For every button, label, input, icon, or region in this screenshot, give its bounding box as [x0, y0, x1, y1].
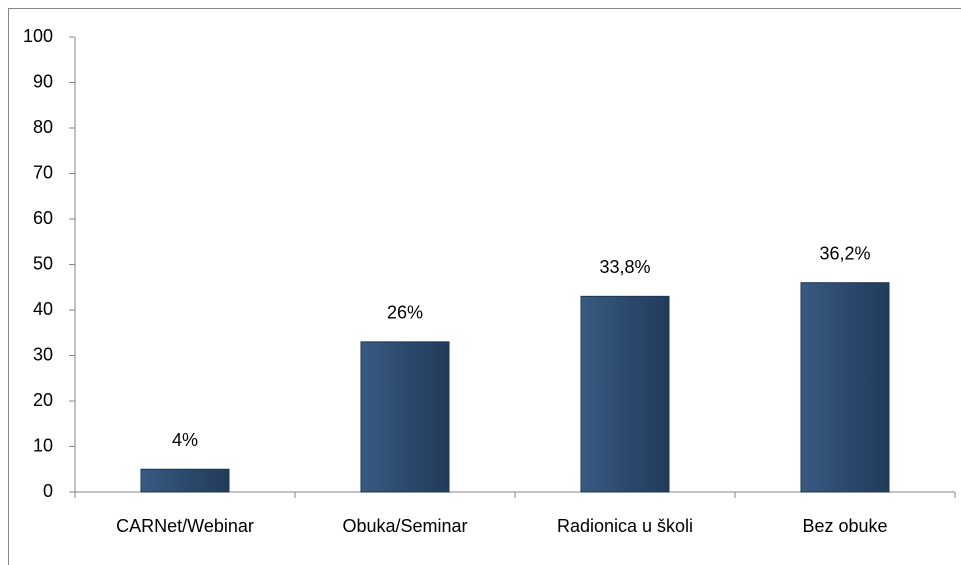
bar: [140, 468, 230, 493]
chart-frame: [8, 8, 961, 565]
y-tick-label: 100: [23, 26, 53, 46]
y-tick-label: 30: [33, 344, 53, 364]
y-tick-label: 80: [33, 117, 53, 137]
y-tick-label: 50: [33, 253, 53, 273]
data-label: 36,2%: [819, 243, 870, 263]
x-tick-label: Obuka/Seminar: [342, 516, 467, 536]
y-tick-label: 20: [33, 390, 53, 410]
bar: [580, 295, 670, 493]
bar: [800, 282, 890, 493]
x-tick-label: Bez obuke: [802, 516, 887, 536]
x-tick-label: Radionica u školi: [557, 516, 693, 536]
y-tick-label: 0: [43, 481, 53, 501]
data-label: 26%: [387, 303, 423, 323]
y-tick-label: 40: [33, 299, 53, 319]
y-tick-label: 60: [33, 208, 53, 228]
y-tick-label: 90: [33, 71, 53, 91]
data-label: 4%: [172, 430, 198, 450]
x-tick-label: CARNet/Webinar: [116, 516, 254, 536]
y-tick-label: 70: [33, 162, 53, 182]
bar: [360, 341, 450, 493]
y-tick-label: 10: [33, 435, 53, 455]
data-label: 33,8%: [599, 257, 650, 277]
